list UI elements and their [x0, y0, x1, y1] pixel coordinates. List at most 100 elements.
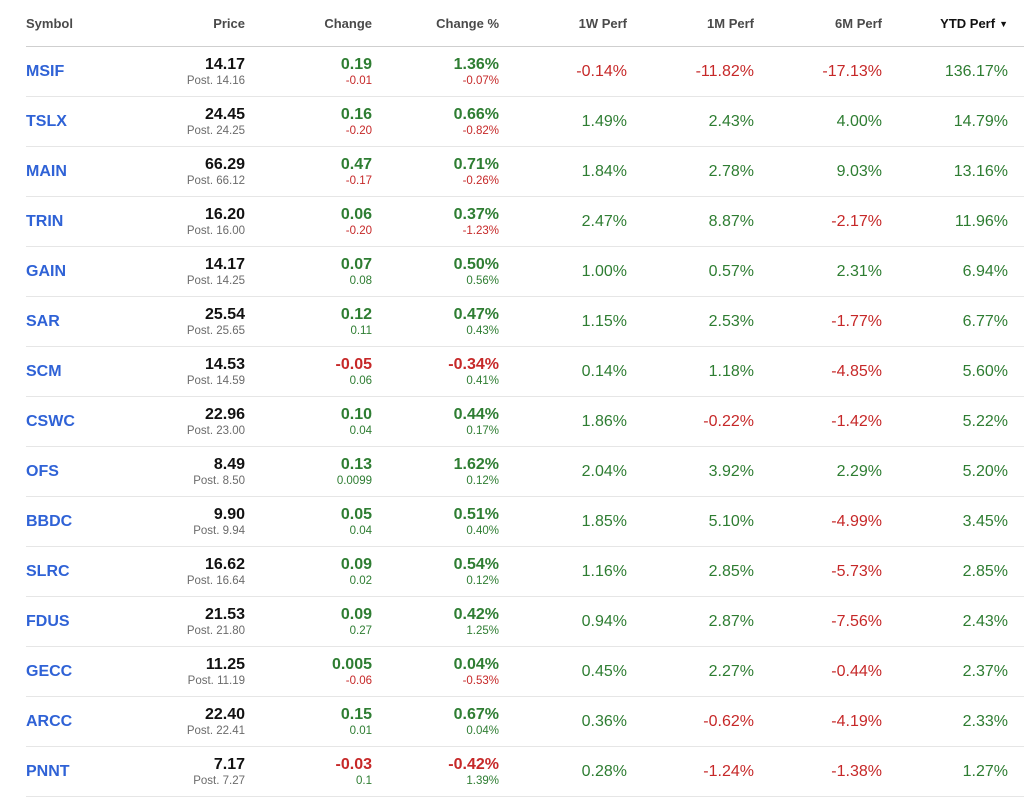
change-pct-cell: 0.71% -0.26%	[372, 155, 499, 189]
table-row[interactable]: CSWC 22.96 Post. 23.00 0.10 0.04 0.44% 0.17% 1.…	[26, 397, 1024, 447]
post-market-change-pct: 0.12%	[466, 574, 499, 587]
table-row[interactable]: SLRC 16.62 Post. 16.64 0.09 0.02 0.54% 0.12% 1.…	[26, 547, 1024, 597]
perf-ytd: 2.85%	[962, 562, 1008, 580]
header-change[interactable]: Change	[324, 15, 372, 31]
price-value: 16.20	[204, 205, 245, 223]
price-cell: 22.40 Post. 22.41	[146, 705, 245, 739]
symbol-cell: SCM	[26, 363, 146, 381]
symbol-link[interactable]: OFS	[26, 462, 59, 480]
table-row[interactable]: GAIN 14.17 Post. 14.25 0.07 0.08 0.50% 0.56% 1.…	[26, 247, 1024, 297]
post-market-price: Post. 66.12	[186, 174, 245, 187]
table-row[interactable]: ARCC 22.40 Post. 22.41 0.15 0.01 0.67% 0.04% 0.…	[26, 697, 1024, 747]
price-value: 14.53	[204, 355, 245, 373]
price-value: 9.90	[213, 505, 245, 523]
symbol-link[interactable]: BBDC	[26, 512, 73, 530]
perf-6m: -2.17%	[831, 212, 882, 230]
change-value: 0.09	[340, 605, 372, 623]
symbol-link[interactable]: GECC	[26, 662, 73, 680]
caret-down-icon: ▼	[999, 18, 1008, 29]
perf-1w: 0.36%	[581, 712, 627, 730]
change-pct-cell: -0.42% 1.39%	[372, 755, 499, 789]
symbol-link[interactable]: TRIN	[26, 212, 64, 230]
symbol-link[interactable]: TSLX	[26, 112, 67, 130]
header-1w-perf[interactable]: 1W Perf	[578, 15, 627, 31]
change-cell: 0.15 0.01	[245, 705, 372, 739]
price-cell: 66.29 Post. 66.12	[146, 155, 245, 189]
header-change-pct[interactable]: Change %	[436, 15, 499, 31]
perf-1w: 0.28%	[581, 762, 627, 780]
perf-ytd: 11.96%	[954, 212, 1008, 230]
symbol-link[interactable]: SAR	[26, 312, 60, 330]
header-price[interactable]: Price	[213, 15, 245, 31]
table-row[interactable]: SAR 25.54 Post. 25.65 0.12 0.11 0.47% 0.43% 1.1…	[26, 297, 1024, 347]
symbol-link[interactable]: FDUS	[26, 612, 70, 630]
perf-6m: 2.29%	[836, 462, 882, 480]
post-market-price: Post. 22.41	[186, 724, 245, 737]
symbol-link[interactable]: PNNT	[26, 762, 70, 780]
table-row[interactable]: FDUS 21.53 Post. 21.80 0.09 0.27 0.42% 1.25% 0.…	[26, 597, 1024, 647]
post-market-change: 0.27	[349, 624, 372, 637]
change-value: 0.07	[340, 255, 372, 273]
symbol-link[interactable]: SCM	[26, 362, 62, 380]
change-pct-cell: 1.62% 0.12%	[372, 455, 499, 489]
table-row[interactable]: SCM 14.53 Post. 14.59 -0.05 0.06 -0.34% 0.41% 0…	[26, 347, 1024, 397]
table-row[interactable]: TSLX 24.45 Post. 24.25 0.16 -0.20 0.66% -0.82%…	[26, 97, 1024, 147]
perf-1m: 8.87%	[708, 212, 754, 230]
table-row[interactable]: OFS 8.49 Post. 8.50 0.13 0.0099 1.62% 0.12% 2.0…	[26, 447, 1024, 497]
post-market-change-pct: 1.25%	[466, 624, 499, 637]
symbol-cell: MAIN	[26, 163, 146, 181]
table-row[interactable]: PNNT 7.17 Post. 7.27 -0.03 0.1 -0.42% 1.39% 0.2…	[26, 747, 1024, 797]
change-cell: 0.47 -0.17	[245, 155, 372, 189]
perf-1m: -1.24%	[703, 762, 754, 780]
symbol-link[interactable]: CSWC	[26, 412, 75, 430]
header-1m-perf[interactable]: 1M Perf	[707, 15, 754, 31]
perf-1w: 1.00%	[581, 262, 627, 280]
table-row[interactable]: GECC 11.25 Post. 11.19 0.005 -0.06 0.04% -0.53…	[26, 647, 1024, 697]
change-pct-cell: 0.54% 0.12%	[372, 555, 499, 589]
table-row[interactable]: MSIF 14.17 Post. 14.16 0.19 -0.01 1.36% -0.07%…	[26, 47, 1024, 97]
table-row[interactable]: MAIN 66.29 Post. 66.12 0.47 -0.17 0.71% -0.26%…	[26, 147, 1024, 197]
price-cell: 21.53 Post. 21.80	[146, 605, 245, 639]
post-market-change-pct: -0.26%	[462, 174, 499, 187]
change-pct-value: 0.71%	[453, 155, 499, 173]
perf-ytd: 5.20%	[962, 462, 1008, 480]
perf-1w: 1.84%	[581, 162, 627, 180]
header-6m-perf[interactable]: 6M Perf	[835, 15, 882, 31]
table-row[interactable]: BBDC 9.90 Post. 9.94 0.05 0.04 0.51% 0.40% 1.85…	[26, 497, 1024, 547]
perf-6m: -4.99%	[831, 512, 882, 530]
post-market-change-pct: -0.82%	[462, 124, 499, 137]
price-cell: 11.25 Post. 11.19	[146, 655, 245, 689]
symbol-link[interactable]: GAIN	[26, 262, 66, 280]
change-pct-value: 0.47%	[453, 305, 499, 323]
price-cell: 14.17 Post. 14.25	[146, 255, 245, 289]
price-value: 22.96	[204, 405, 245, 423]
symbol-link[interactable]: ARCC	[26, 712, 73, 730]
change-value: 0.10	[340, 405, 372, 423]
change-value: 0.15	[340, 705, 372, 723]
post-market-change-pct: -1.23%	[462, 224, 499, 237]
price-value: 8.49	[213, 455, 245, 473]
price-cell: 16.20 Post. 16.00	[146, 205, 245, 239]
perf-ytd: 5.22%	[962, 412, 1008, 430]
change-pct-value: -0.42%	[448, 755, 499, 773]
change-value: 0.06	[340, 205, 372, 223]
change-value: 0.005	[331, 655, 372, 673]
change-pct-cell: 0.66% -0.82%	[372, 105, 499, 139]
header-symbol[interactable]: Symbol	[26, 15, 73, 31]
perf-1w: -0.14%	[576, 62, 627, 80]
change-value: 0.19	[340, 55, 372, 73]
symbol-cell: OFS	[26, 463, 146, 481]
perf-6m: -5.73%	[831, 562, 882, 580]
post-market-change: 0.06	[349, 374, 372, 387]
price-cell: 8.49 Post. 8.50	[146, 455, 245, 489]
change-value: 0.05	[340, 505, 372, 523]
symbol-link[interactable]: MSIF	[26, 62, 65, 80]
perf-6m: -4.85%	[831, 362, 882, 380]
perf-6m: -1.38%	[831, 762, 882, 780]
symbol-link[interactable]: MAIN	[26, 162, 67, 180]
perf-6m: -1.42%	[831, 412, 882, 430]
header-ytd-perf[interactable]: YTD Perf ▼	[882, 16, 1016, 31]
change-pct-value: 0.51%	[453, 505, 499, 523]
symbol-link[interactable]: SLRC	[26, 562, 70, 580]
table-row[interactable]: TRIN 16.20 Post. 16.00 0.06 -0.20 0.37% -1.23%…	[26, 197, 1024, 247]
